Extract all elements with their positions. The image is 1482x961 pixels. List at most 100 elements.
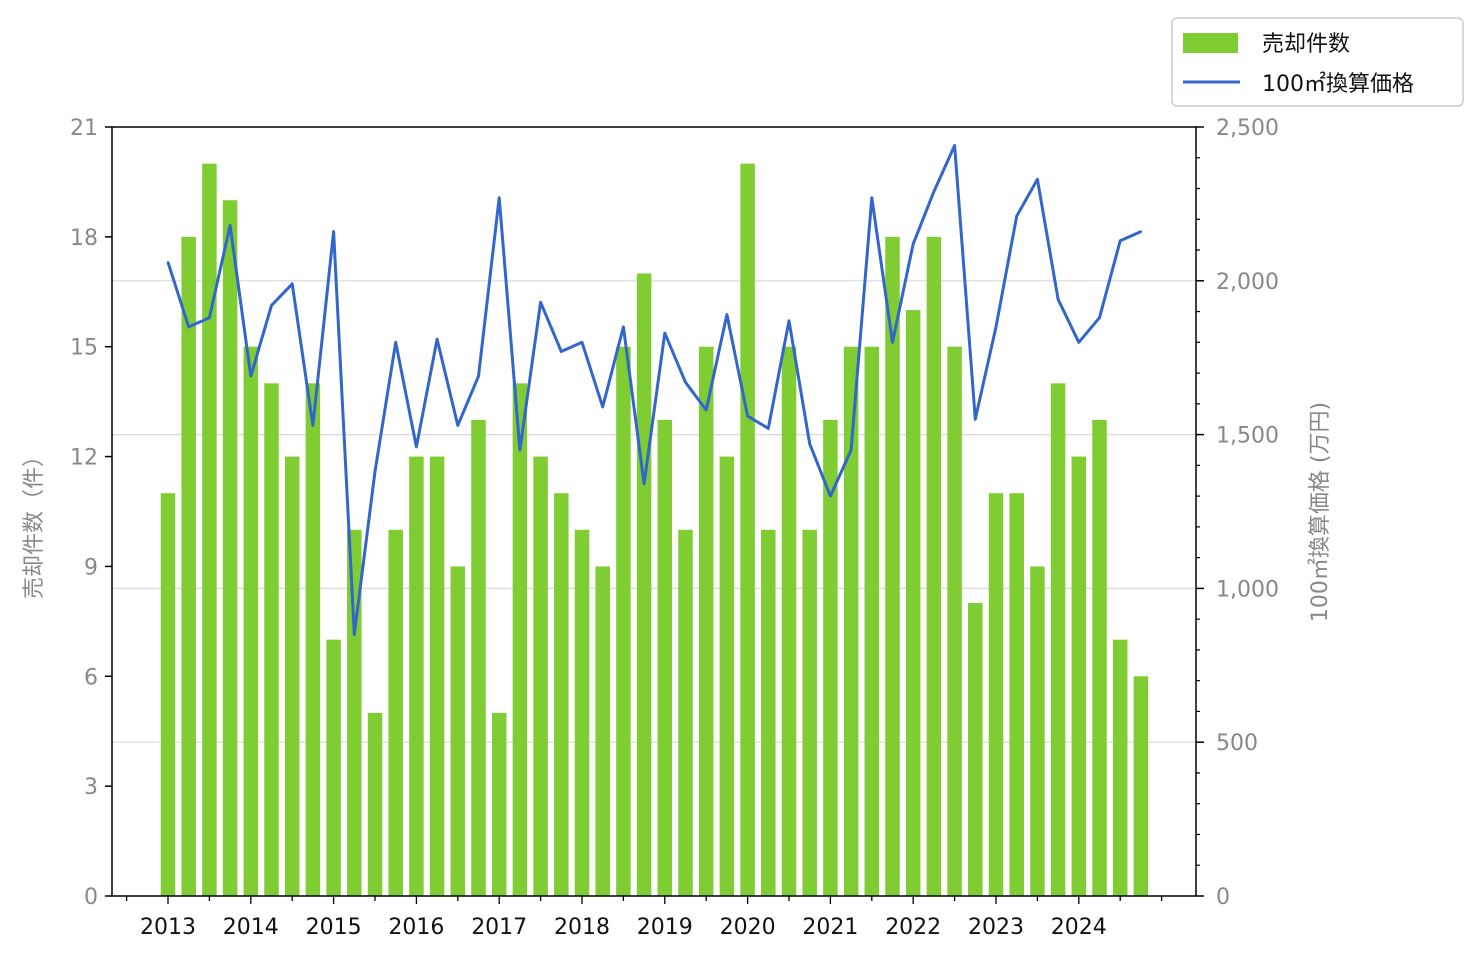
- price-point: [498, 196, 501, 199]
- x-tick-label: 2017: [471, 915, 527, 940]
- x-tick-label: 2016: [388, 915, 444, 940]
- price-point: [539, 301, 542, 304]
- price-point: [415, 445, 418, 449]
- price-point: [1036, 178, 1039, 181]
- bar: [202, 163, 217, 897]
- bar: [1071, 456, 1087, 896]
- bar: [823, 419, 838, 896]
- bar: [1133, 676, 1149, 896]
- price-point: [394, 341, 397, 344]
- bars: [160, 163, 1149, 897]
- price-point: [705, 408, 708, 412]
- bar: [574, 529, 590, 896]
- legend-line-label: 100㎡換算価格: [1262, 71, 1414, 97]
- price-point: [477, 374, 480, 378]
- price-point: [435, 338, 439, 341]
- price-point: [311, 424, 315, 427]
- left-tick-label: 12: [70, 446, 98, 471]
- x-tick-label: 2018: [554, 915, 610, 940]
- price-point: [622, 325, 625, 329]
- left-axis-title: 売却件数（件）: [22, 445, 47, 599]
- bar: [1050, 383, 1066, 896]
- right-tick-label: 500: [1216, 731, 1258, 756]
- bar: [864, 346, 880, 896]
- bar: [636, 273, 652, 896]
- price-point: [912, 242, 915, 246]
- price-point: [870, 196, 873, 199]
- price-point: [974, 418, 977, 421]
- bar: [533, 456, 548, 896]
- price-point: [580, 341, 584, 344]
- price-point: [249, 374, 252, 378]
- left-tick-label: 0: [84, 885, 98, 910]
- x-tick-label: 2019: [637, 915, 693, 940]
- price-point: [787, 319, 791, 322]
- bar: [905, 310, 921, 897]
- price-point: [1077, 341, 1081, 344]
- price-point: [560, 350, 563, 353]
- bar: [471, 419, 486, 896]
- price-point: [767, 427, 770, 430]
- right-tick-label: 2,500: [1216, 116, 1279, 141]
- price-line: [166, 144, 1143, 636]
- price-point: [642, 482, 646, 486]
- price-point: [353, 633, 356, 636]
- price-point: [994, 325, 998, 329]
- bar: [1112, 639, 1128, 896]
- price-point: [208, 316, 211, 319]
- x-tick-label: 2015: [306, 915, 362, 940]
- price-point: [932, 190, 936, 193]
- price-point: [891, 341, 894, 344]
- x-tick-label: 2021: [802, 915, 858, 940]
- bar: [305, 383, 321, 896]
- right-axis-title: 100㎡換算価格 (万円): [1307, 402, 1333, 622]
- price-point: [187, 325, 190, 329]
- bar: [678, 529, 693, 896]
- x-tick-label: 2023: [968, 915, 1024, 940]
- axes: 0 3 6 9 12 15 18 21 0 500 1,000 1,500 2,000 2,500 2013…: [70, 116, 1279, 940]
- price-point: [518, 448, 522, 452]
- bar: [802, 529, 817, 896]
- price-point: [166, 261, 170, 264]
- bar: [264, 383, 279, 896]
- left-tick-label: 3: [84, 775, 98, 800]
- bar: [367, 712, 383, 896]
- price-point: [746, 414, 749, 418]
- left-tick-label: 21: [70, 116, 98, 141]
- legend-bar-swatch: [1183, 33, 1238, 53]
- price-point: [1015, 215, 1018, 218]
- bar: [698, 346, 714, 896]
- left-tick-label: 6: [84, 665, 98, 690]
- left-tick-label: 9: [84, 555, 98, 580]
- price-point: [456, 424, 459, 427]
- x-tick-label: 2020: [720, 915, 776, 940]
- right-tick-label: 2,000: [1216, 270, 1279, 295]
- bar: [1030, 566, 1045, 896]
- x-tick-label: 2013: [140, 915, 196, 940]
- legend-bar-label: 売却件数: [1262, 32, 1350, 57]
- price-point: [373, 470, 377, 473]
- bar: [512, 383, 528, 896]
- x-tick-label: 2024: [1051, 915, 1107, 940]
- bar: [284, 456, 300, 896]
- bar: [347, 529, 362, 896]
- bar: [429, 456, 445, 896]
- right-tick-label: 1,000: [1216, 577, 1279, 602]
- bar: [988, 493, 1004, 896]
- price-point: [808, 442, 811, 446]
- bar: [1009, 493, 1024, 896]
- plot-frame: [111, 126, 1197, 897]
- bar: [388, 529, 403, 896]
- x-tick-label: 2022: [885, 915, 941, 940]
- bar: [1092, 419, 1107, 896]
- bar: [409, 456, 424, 896]
- left-tick-label: 18: [70, 226, 98, 251]
- price-point: [663, 331, 666, 335]
- bar: [885, 236, 900, 896]
- price-point: [684, 381, 687, 384]
- price-point: [1119, 239, 1122, 243]
- bar: [740, 163, 755, 897]
- price-line-path: [166, 144, 1142, 636]
- price-point: [601, 405, 604, 409]
- bar: [222, 200, 238, 896]
